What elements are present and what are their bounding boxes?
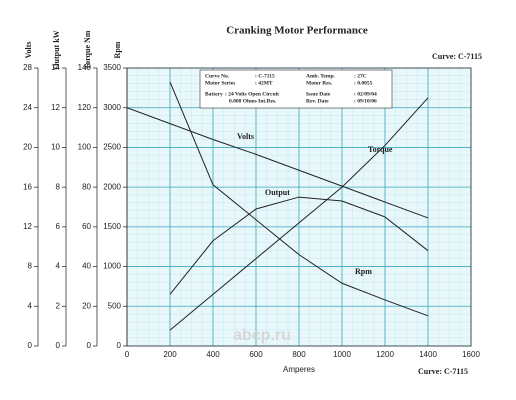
y-tick-label: 0 <box>56 341 61 350</box>
y-tick-label: 100 <box>78 143 92 152</box>
y-tick-label: 28 <box>23 63 32 72</box>
series-line <box>169 81 429 317</box>
y-tick-label: 1500 <box>103 222 121 231</box>
info-box: Curve No. : C-7115 Amb. Temp. : 27C Moto… <box>199 69 393 109</box>
y-tick-label: 140 <box>78 63 92 72</box>
series-label: Rpm <box>355 267 372 276</box>
info-value: : 02/09/04 <box>354 91 377 97</box>
x-tick-label: 200 <box>163 350 177 359</box>
y-tick-label: 0 <box>117 341 122 350</box>
info-label: Battery <box>205 91 223 97</box>
y-axis-title: Torque Nm <box>83 30 92 69</box>
info-label: Motor Res. <box>306 80 333 86</box>
y-tick-label: 12 <box>51 103 60 112</box>
y-tick-label: 500 <box>108 301 122 310</box>
y-tick-label: 4 <box>56 262 61 271</box>
y-tick-label: 2 <box>56 301 61 310</box>
x-tick-label: 1400 <box>419 350 437 359</box>
y-tick-label: 10 <box>51 143 60 152</box>
y-tick-label: 12 <box>23 222 32 231</box>
y-tick-label: 2500 <box>103 143 121 152</box>
x-tick-label: 600 <box>249 350 263 359</box>
y-tick-label: 80 <box>82 182 91 191</box>
y-tick-label: 20 <box>23 143 32 152</box>
info-label: Curve No. <box>205 73 230 79</box>
y-tick-label: 40 <box>82 262 91 271</box>
y-axis-title: Volts <box>24 41 33 58</box>
info-label: Motor Series <box>205 80 235 86</box>
info-value: : 42MT <box>255 80 273 86</box>
series-line <box>169 196 429 295</box>
y-tick-label: 14 <box>51 63 60 72</box>
y-tick-label: 120 <box>78 103 92 112</box>
info-value: : C-7115 <box>255 73 275 79</box>
y-axis-title: Rpm <box>113 41 122 58</box>
series-label: Output <box>265 188 290 197</box>
watermark: abcp.ru <box>233 327 291 344</box>
series-label: Volts <box>237 132 254 141</box>
y-tick-label: 3500 <box>103 63 121 72</box>
y-tick-label: 0 <box>28 341 33 350</box>
curve-label: Curve: C-7115 <box>432 52 482 61</box>
x-tick-label: 800 <box>292 350 306 359</box>
x-axis-title: Amperes <box>283 365 315 374</box>
y-tick-label: 0 <box>87 341 92 350</box>
y-axis-title: Output kW <box>52 30 61 69</box>
info-value: : 24 Volts Open Circuit <box>225 91 279 97</box>
info-frame <box>199 69 393 109</box>
info-value: : 27C <box>354 73 367 79</box>
y-tick-label: 8 <box>56 182 61 191</box>
info-value: : 0.0055 <box>354 80 373 86</box>
x-tick-label: 1200 <box>376 350 394 359</box>
info-label: Issue Date <box>306 91 331 97</box>
y-tick-label: 2000 <box>103 182 121 191</box>
y-tick-label: 60 <box>82 222 91 231</box>
x-tick-label: 0 <box>125 350 130 359</box>
info-label: Rev. Date <box>306 98 329 104</box>
x-tick-label: 1000 <box>333 350 351 359</box>
series-line <box>169 97 429 331</box>
x-tick-label: 400 <box>206 350 220 359</box>
y-tick-label: 3000 <box>103 103 121 112</box>
curve-label: Curve: C-7115 <box>418 367 468 376</box>
series-line <box>126 107 429 219</box>
y-tick-label: 6 <box>56 222 61 231</box>
series-label: Torque <box>368 145 393 154</box>
y-tick-label: 1000 <box>103 262 121 271</box>
info-label: Amb. Temp. <box>306 73 336 79</box>
y-tick-label: 24 <box>23 103 32 112</box>
y-tick-label: 16 <box>23 182 32 191</box>
chart-title: Cranking Motor Performance <box>226 25 368 37</box>
y-tick-label: 8 <box>28 262 33 271</box>
x-tick-label: 1600 <box>462 350 480 359</box>
y-tick-label: 4 <box>28 301 33 310</box>
info-value: 0.008 Ohms Int.Res. <box>229 98 277 104</box>
y-tick-label: 20 <box>82 301 91 310</box>
info-value: : 09/10/06 <box>354 98 377 104</box>
